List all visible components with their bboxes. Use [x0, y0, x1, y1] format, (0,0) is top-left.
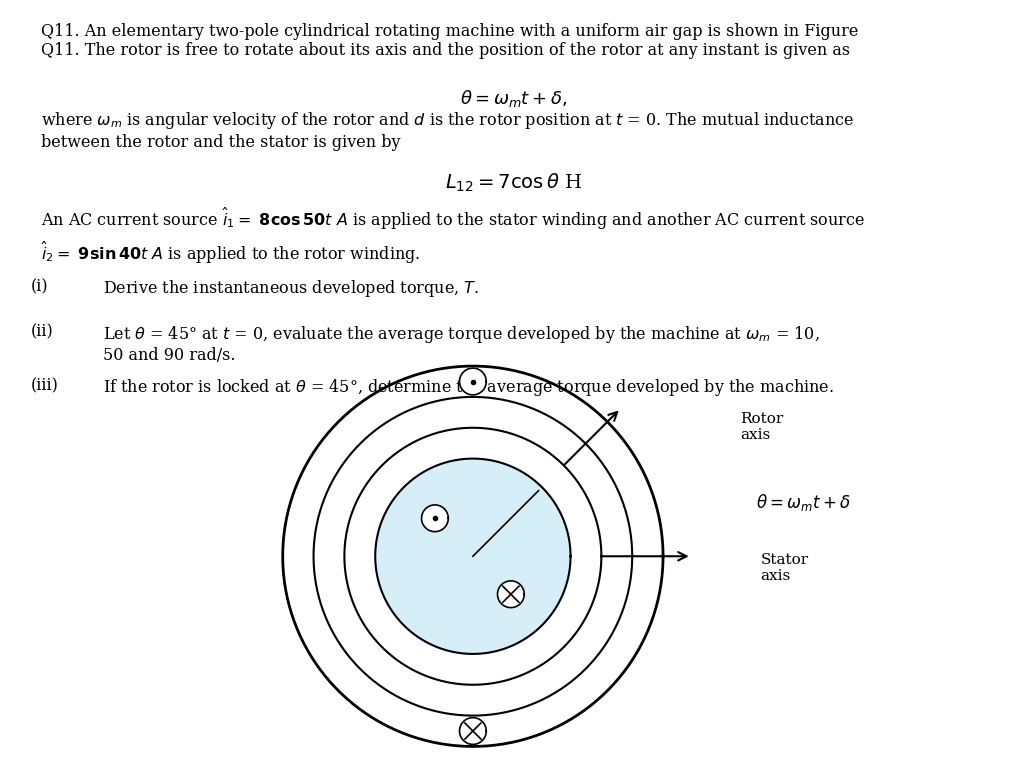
Text: (ii): (ii)	[31, 324, 53, 341]
Polygon shape	[283, 366, 663, 747]
Text: An AC current source $\hat{i}_1 = $ $\mathbf{8cos\,50}$$t$ $A$ is applied to the: An AC current source $\hat{i}_1 = $ $\ma…	[41, 206, 866, 232]
Text: Derive the instantaneous developed torque, $T$.: Derive the instantaneous developed torqu…	[103, 278, 479, 299]
Polygon shape	[344, 427, 601, 685]
Polygon shape	[460, 368, 486, 395]
Text: If the rotor is locked at $\theta$ = 45°, determine the average torque developed: If the rotor is locked at $\theta$ = 45°…	[103, 377, 834, 399]
Text: Stator
axis: Stator axis	[761, 552, 809, 583]
Polygon shape	[314, 397, 632, 716]
Text: $\theta = \omega_m t + \delta,$: $\theta = \omega_m t + \delta,$	[461, 88, 567, 109]
Text: where $\omega_m$ is angular velocity of the rotor and $d$ is the rotor position : where $\omega_m$ is angular velocity of …	[41, 110, 854, 151]
Text: $\theta = \omega_m t + \delta$: $\theta = \omega_m t + \delta$	[756, 492, 850, 514]
Text: $L_{12} = 7\cos\theta$ H: $L_{12} = 7\cos\theta$ H	[445, 171, 583, 194]
Text: $\hat{i}_2 = $ $\mathbf{9sin\,40}$$t$ $A$ is applied to the rotor winding.: $\hat{i}_2 = $ $\mathbf{9sin\,40}$$t$ $A…	[41, 240, 420, 266]
Text: Q11. An elementary two-pole cylindrical rotating machine with a uniform air gap : Q11. An elementary two-pole cylindrical …	[41, 23, 858, 59]
Text: (i): (i)	[31, 278, 48, 295]
Polygon shape	[375, 459, 571, 654]
Polygon shape	[460, 718, 486, 744]
Polygon shape	[498, 581, 524, 607]
Text: Let $\theta$ = 45° at $t$ = 0, evaluate the average torque developed by the mach: Let $\theta$ = 45° at $t$ = 0, evaluate …	[103, 324, 819, 364]
Polygon shape	[421, 505, 448, 532]
Text: (iii): (iii)	[31, 377, 59, 394]
Text: Rotor
axis: Rotor axis	[740, 411, 783, 442]
